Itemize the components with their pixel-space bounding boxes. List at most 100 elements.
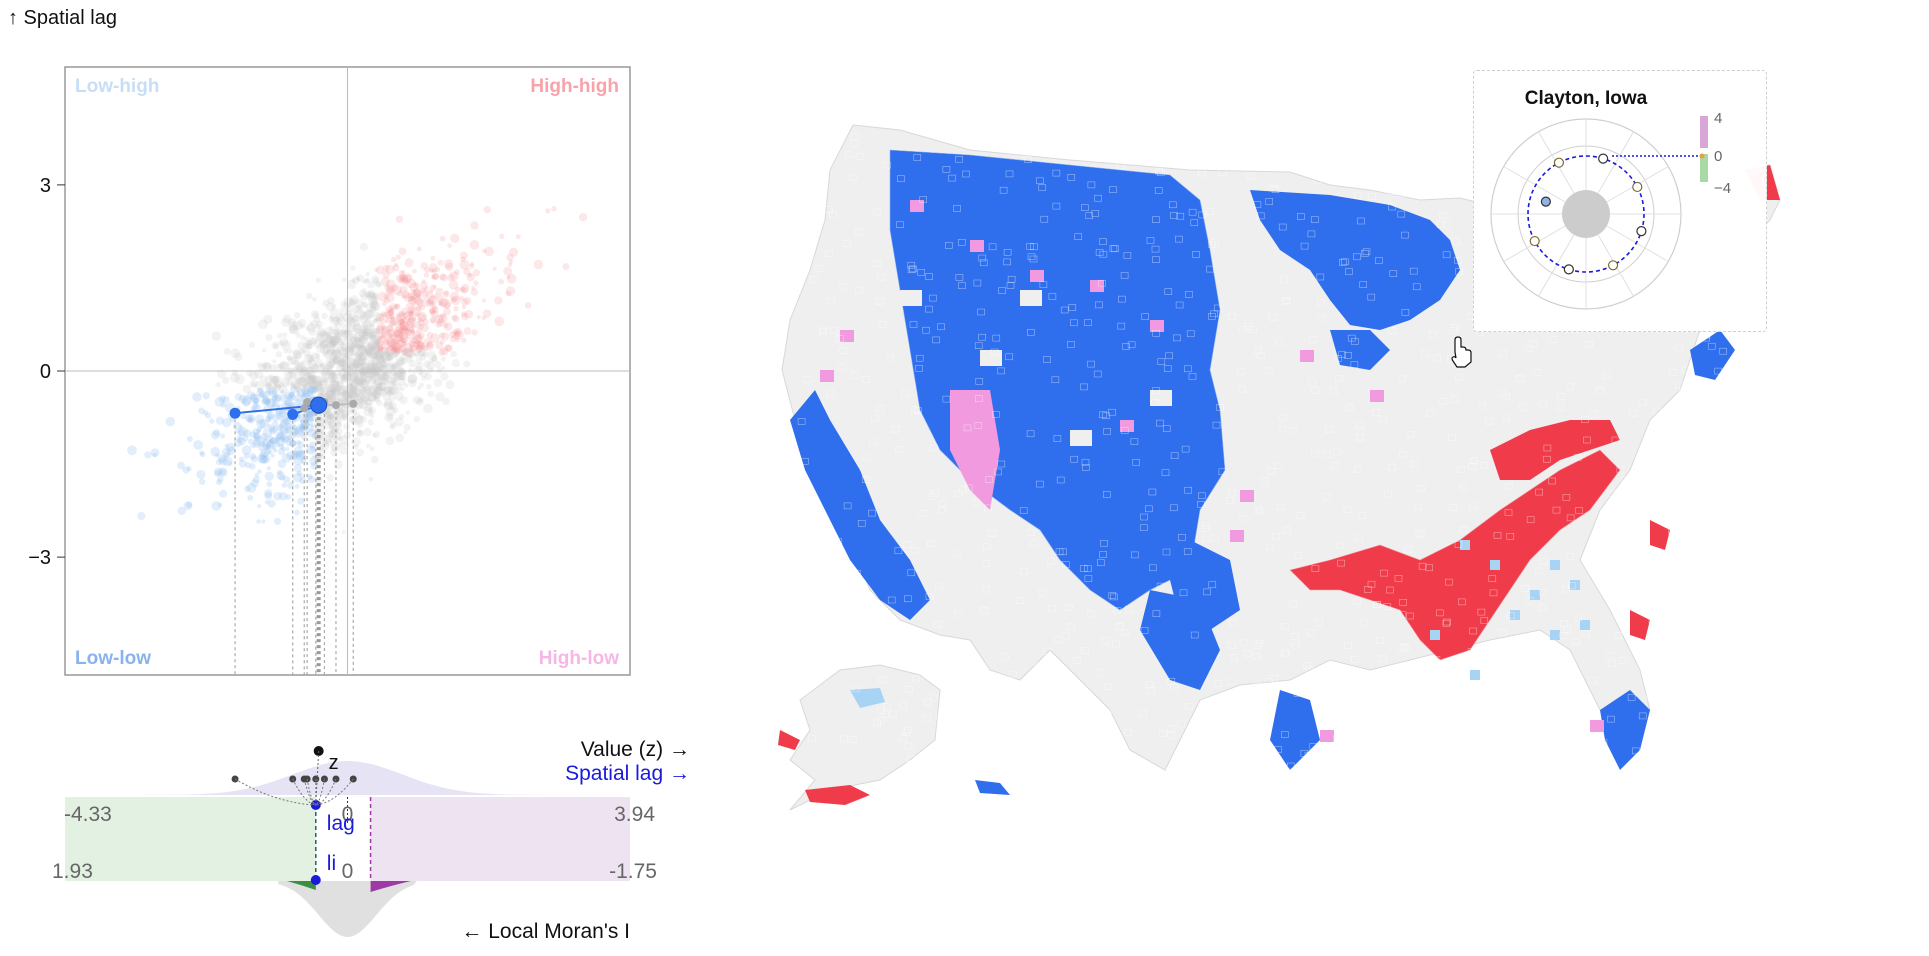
county-outline — [816, 671, 824, 678]
scatter-point — [341, 323, 351, 333]
scatter-point — [343, 336, 348, 341]
nevada-high-low — [950, 390, 1000, 510]
county-outline — [977, 308, 985, 316]
scatter-point — [280, 415, 289, 424]
scatter-point — [399, 312, 407, 321]
scatter-point — [353, 331, 364, 342]
scatter-point — [285, 447, 290, 451]
county-outline — [936, 712, 945, 720]
county-outline — [1043, 356, 1051, 363]
scatter-point — [395, 344, 404, 354]
low-high-county — [1460, 540, 1470, 550]
scatter-point — [341, 349, 348, 356]
county-outline — [829, 327, 838, 334]
scale-tick-label: 4 — [1714, 110, 1722, 127]
county-layer[interactable] — [778, 124, 1781, 811]
county-outline — [1253, 506, 1262, 513]
county-outline — [1167, 725, 1175, 732]
scatter-point — [505, 290, 512, 297]
scatter-point — [395, 349, 400, 354]
low-high-county — [1580, 620, 1590, 630]
county-outline — [1632, 747, 1640, 755]
lisa-cluster-map[interactable] — [770, 90, 1920, 850]
scatter-point — [383, 350, 389, 356]
scatter-point — [360, 392, 371, 402]
scatter-point — [327, 341, 335, 349]
scatter-point — [306, 354, 315, 363]
county-outline — [1484, 417, 1493, 425]
z-link-line — [315, 750, 320, 806]
county-outline — [1368, 193, 1376, 201]
county-outline — [1518, 674, 1526, 682]
scatter-point — [378, 374, 389, 385]
scatter-point — [387, 339, 395, 347]
county-outline — [1526, 516, 1535, 523]
local-moran-panel[interactable]: Value (z) → Spatial lag → -4.33 0 3.94 1… — [0, 725, 700, 956]
county-outline — [1173, 334, 1181, 342]
scatter-point — [246, 416, 253, 423]
county-outline — [1675, 761, 1684, 768]
county-outline — [1270, 675, 1279, 682]
scatter-point — [399, 277, 405, 283]
scatter-point — [383, 297, 390, 304]
scatter-point — [354, 336, 361, 344]
scatter-point — [271, 395, 278, 402]
scatter-point — [454, 330, 462, 338]
county-outline — [1672, 501, 1681, 508]
scatter-point — [367, 292, 377, 302]
scatter-point — [383, 333, 391, 341]
county-outline — [1145, 681, 1154, 688]
county-outline — [1335, 668, 1343, 676]
county-outline — [1149, 564, 1157, 572]
scatter-point — [359, 316, 364, 321]
scatter-point — [450, 350, 458, 358]
scatter-point — [434, 360, 442, 368]
county-outline — [1127, 763, 1135, 770]
scatter-point — [256, 428, 261, 434]
scatter-point — [503, 266, 513, 276]
scatter-point — [339, 352, 349, 362]
scatter-point — [341, 358, 346, 364]
scatter-point — [376, 386, 382, 392]
li-min-value: 1.93 — [52, 860, 93, 883]
scatter-point — [268, 438, 274, 444]
county-outline — [1140, 513, 1148, 521]
scatter-point — [293, 312, 301, 319]
county-outline — [1081, 204, 1089, 211]
county-outline — [834, 538, 843, 545]
scatter-point — [316, 375, 322, 381]
county-outline — [1653, 407, 1661, 415]
scatter-point — [367, 406, 376, 415]
scatter-point — [395, 215, 404, 223]
scatter-point — [327, 396, 332, 401]
scatter-point — [396, 367, 406, 377]
scatter-point — [322, 338, 330, 347]
county-outline — [1627, 694, 1636, 701]
county-outline — [1505, 483, 1514, 490]
scatter-point — [377, 335, 386, 344]
scatter-point — [327, 360, 335, 369]
county-outline — [955, 274, 964, 281]
county-outline — [1067, 341, 1075, 348]
scatter-point — [333, 356, 338, 362]
scatter-point — [283, 436, 290, 442]
county-outline — [1048, 293, 1057, 300]
scatter-point — [351, 350, 357, 357]
scatter-point — [332, 335, 342, 344]
scatter-point — [310, 337, 318, 345]
county-outline — [1543, 444, 1552, 452]
scatter-point — [429, 309, 436, 316]
county-outline — [1293, 690, 1302, 697]
moran-scatterplot[interactable]: ↑ Spatial lag 30−3 Low-high High-high Lo… — [0, 0, 640, 690]
county-outline — [1152, 330, 1160, 337]
county-outline — [1147, 687, 1156, 695]
scatter-point — [279, 426, 288, 435]
scatter-point — [354, 412, 361, 419]
scatter-point — [264, 471, 274, 481]
county-outline — [1183, 548, 1192, 555]
scatter-point — [409, 341, 420, 352]
scatter-point — [344, 336, 352, 345]
scatter-point — [401, 293, 407, 299]
scatter-point — [440, 356, 446, 362]
scatter-point — [307, 384, 318, 395]
